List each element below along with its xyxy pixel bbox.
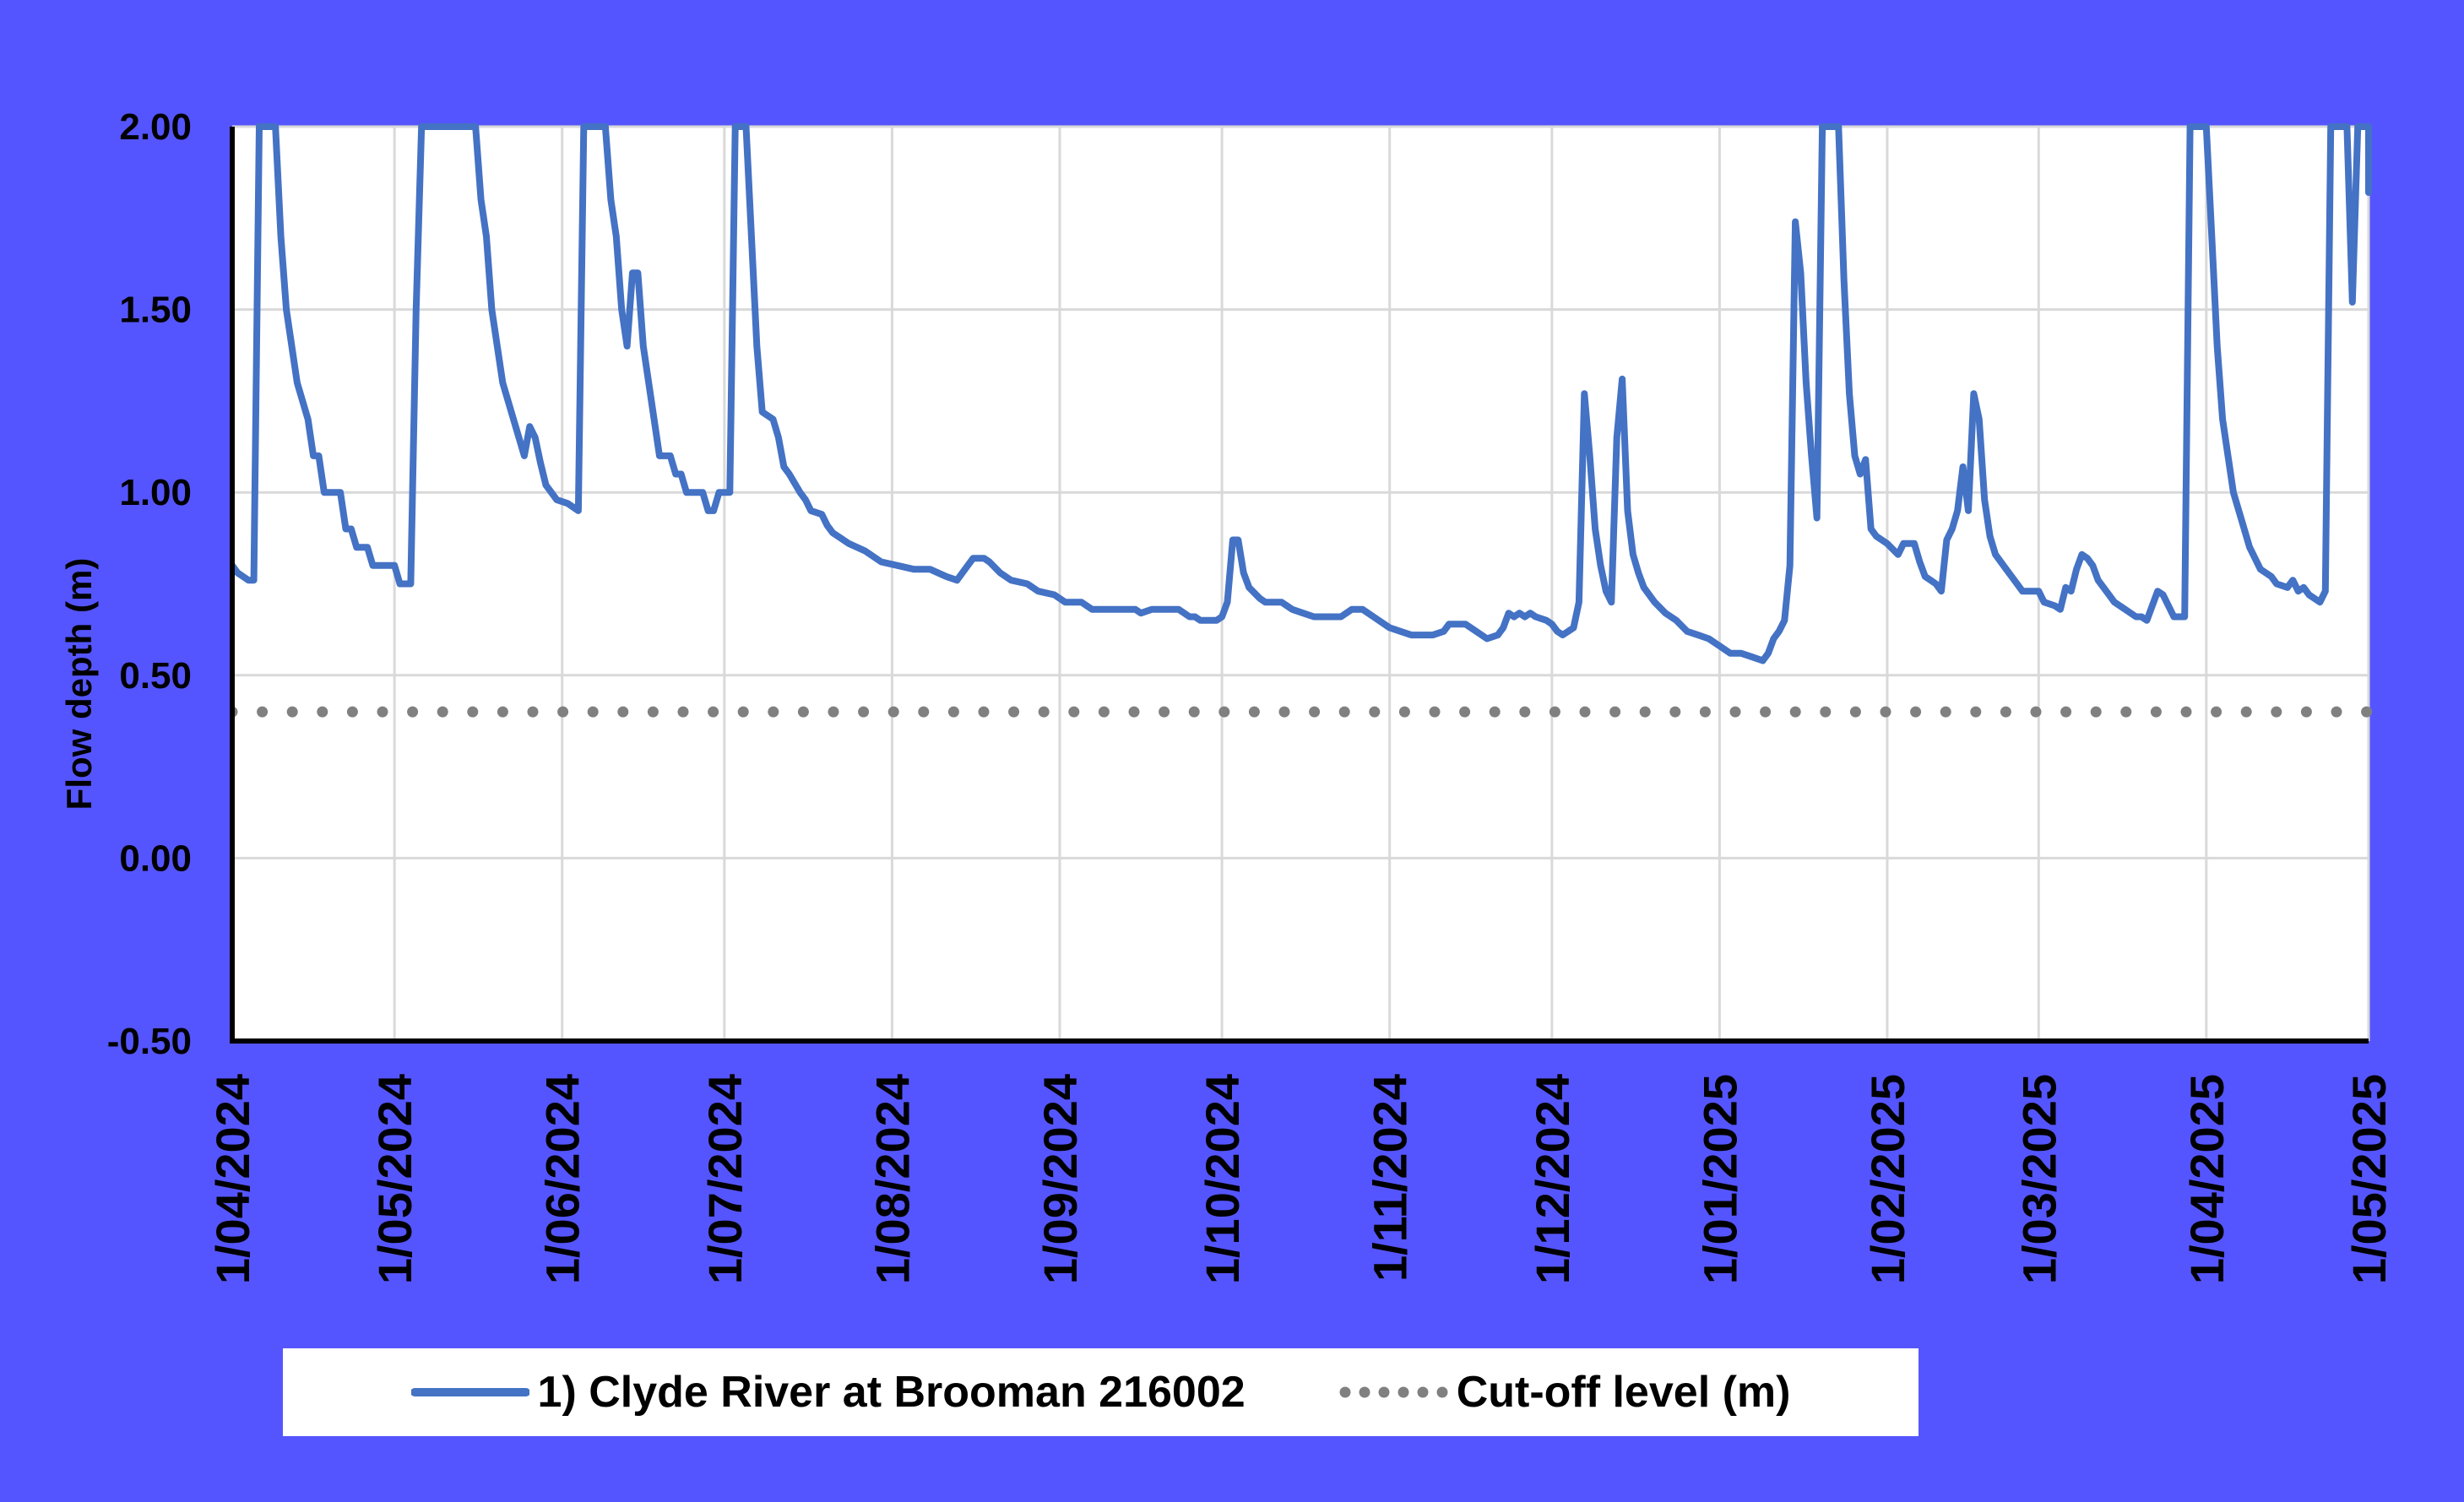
x-tick-labels: 1/04/2024 1/05/2024 1/06/2024 1/07/2024 1/08…	[206, 1074, 2396, 1284]
x-tick-label: 1/06/2024	[536, 1074, 589, 1284]
y-tick-label: 1.00	[119, 472, 192, 513]
x-tick-label: 1/02/2025	[1861, 1074, 1914, 1284]
y-axis-title: Flow depth (m)	[59, 558, 99, 811]
x-tick-label: 1/05/2025	[2342, 1074, 2396, 1284]
y-tick-label: -0.50	[107, 1021, 192, 1062]
legend-label-cutoff: Cut-off level (m)	[1456, 1368, 1791, 1417]
plot-area	[232, 127, 2369, 1041]
axes	[230, 127, 2369, 1044]
legend: 1) Clyde River at Brooman 216002 Cut-off…	[283, 1348, 1919, 1436]
y-tick-labels: 2.00 1.50 1.00 0.50 0.00 -0.50	[107, 106, 192, 1062]
x-tick-label: 1/10/2024	[1196, 1074, 1249, 1284]
series-line-clyde-river	[232, 123, 2372, 664]
x-tick-label: 1/05/2024	[368, 1074, 421, 1284]
y-tick-label: 2.00	[119, 106, 192, 148]
legend-item-clyde-river: 1) Clyde River at Brooman 216002	[410, 1367, 1246, 1418]
x-tick-label: 1/04/2024	[206, 1074, 259, 1284]
x-tick-label: 1/03/2025	[2012, 1074, 2065, 1284]
x-tick-label: 1/08/2024	[866, 1074, 919, 1284]
x-tick-label: 1/07/2024	[698, 1074, 752, 1284]
y-tick-label: 0.50	[119, 655, 192, 697]
series-layer	[232, 123, 2372, 718]
legend-item-cutoff: Cut-off level (m)	[1338, 1367, 1791, 1418]
legend-label-clyde-river: 1) Clyde River at Brooman 216002	[537, 1368, 1246, 1417]
legend-swatch-solid-line	[410, 1388, 529, 1396]
y-tick-label: 0.00	[119, 838, 192, 879]
x-tick-label: 1/01/2025	[1693, 1074, 1746, 1284]
x-tick-label: 1/11/2024	[1364, 1074, 1417, 1282]
x-tick-label: 1/04/2025	[2180, 1074, 2233, 1284]
x-tick-label: 1/09/2024	[1034, 1074, 1087, 1284]
y-tick-label: 1.50	[119, 290, 192, 331]
legend-swatch-dotted-line	[1339, 1386, 1448, 1398]
x-tick-label: 1/12/2024	[1526, 1074, 1579, 1284]
